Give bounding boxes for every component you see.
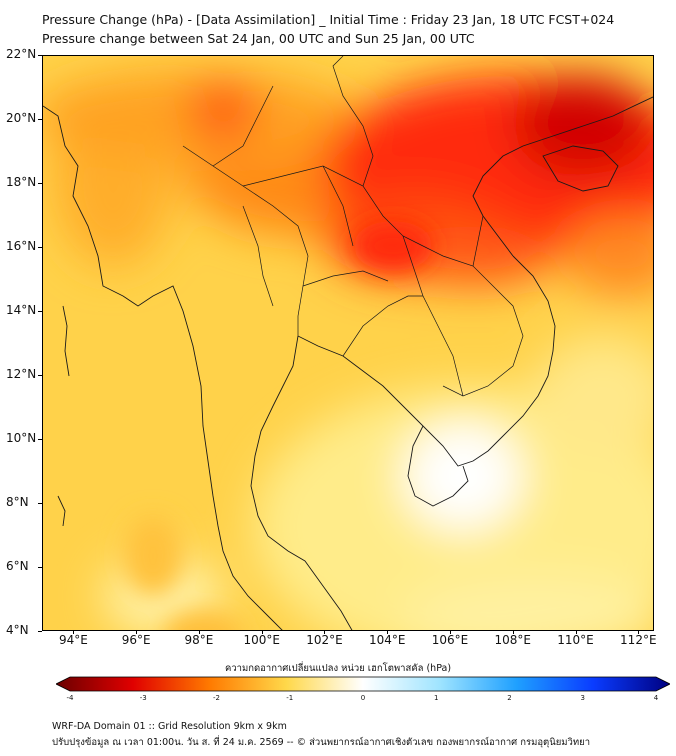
longitude-label: 106°E (431, 633, 469, 647)
footer-model-info: WRF-DA Domain 01 :: Grid Resolution 9km … (52, 721, 287, 732)
latitude-label: 18°N (6, 175, 37, 189)
latitude-label: 20°N (6, 111, 37, 125)
field-detail (123, 221, 433, 630)
longitude-tick (73, 631, 75, 634)
colorbar-tick-label: 4 (653, 694, 659, 702)
latitude-tick (38, 311, 42, 312)
colorbar-tick-label: 2 (507, 694, 512, 702)
longitude-label: 110°E (557, 633, 594, 647)
colorbar-tick-label: -1 (286, 694, 294, 702)
chart-title: Pressure Change (hPa) - [Data Assimilati… (42, 12, 615, 27)
map-panel (42, 55, 654, 631)
longitude-label: 96°E (121, 633, 151, 647)
latitude-label: 22°N (6, 47, 37, 61)
latitude-tick (38, 503, 42, 504)
latitude-label: 8°N (6, 495, 29, 509)
longitude-tick (512, 631, 514, 634)
longitude-tick (638, 631, 640, 634)
latitude-label: 6°N (6, 559, 29, 573)
longitude-label: 104°E (368, 633, 406, 647)
colorbar-tick-label: -4 (66, 694, 74, 702)
longitude-label: 100°E (243, 633, 280, 647)
longitude-tick (575, 631, 577, 634)
longitude-tick (324, 631, 326, 634)
colorbar-tick-label: 1 (434, 694, 439, 702)
colorbar-tick-label: 0 (360, 694, 366, 702)
longitude-tick (261, 631, 263, 634)
latitude-tick (38, 567, 42, 568)
latitude-tick (38, 631, 42, 632)
footer-update-info: ปรับปรุงข้อมูล ณ เวลา 01:00น. วัน ส. ที่… (52, 737, 591, 748)
longitude-tick (387, 631, 389, 634)
longitude-tick (198, 631, 200, 634)
longitude-label: 102°E (306, 633, 343, 647)
country-borders (182, 56, 524, 397)
latitude-label: 12°N (6, 367, 37, 381)
latitude-tick (38, 375, 42, 376)
colorbar-tick-label: -2 (213, 694, 220, 702)
latitude-tick (38, 183, 42, 184)
field-shading (43, 71, 653, 630)
colorbar-tick-label: 3 (580, 694, 585, 702)
latitude-label: 10°N (6, 431, 37, 445)
colorbar-tick-label: -3 (139, 694, 147, 702)
latitude-tick (38, 119, 42, 120)
colorbar (56, 676, 670, 692)
longitude-label: 112°E (620, 633, 657, 647)
longitude-label: 98°E (184, 633, 214, 647)
latitude-label: 4°N (6, 623, 29, 637)
coastlines (43, 96, 653, 630)
latitude-tick (38, 439, 42, 440)
latitude-tick (38, 247, 42, 248)
colorbar-gradient (56, 676, 670, 692)
longitude-tick (136, 631, 138, 634)
latitude-label: 14°N (6, 303, 37, 317)
latitude-label: 16°N (6, 239, 37, 253)
latitude-tick (38, 55, 42, 56)
longitude-tick (450, 631, 451, 634)
pressure-change-map (43, 56, 653, 630)
longitude-label: 108°E (494, 633, 532, 647)
longitude-label: 94°E (58, 633, 88, 647)
chart-subtitle: Pressure change between Sat 24 Jan, 00 U… (42, 31, 475, 46)
colorbar-title: ความกดอากาศเปลี่ยนแปลง หน่วย เฮกโตพาสคัล… (224, 663, 452, 674)
